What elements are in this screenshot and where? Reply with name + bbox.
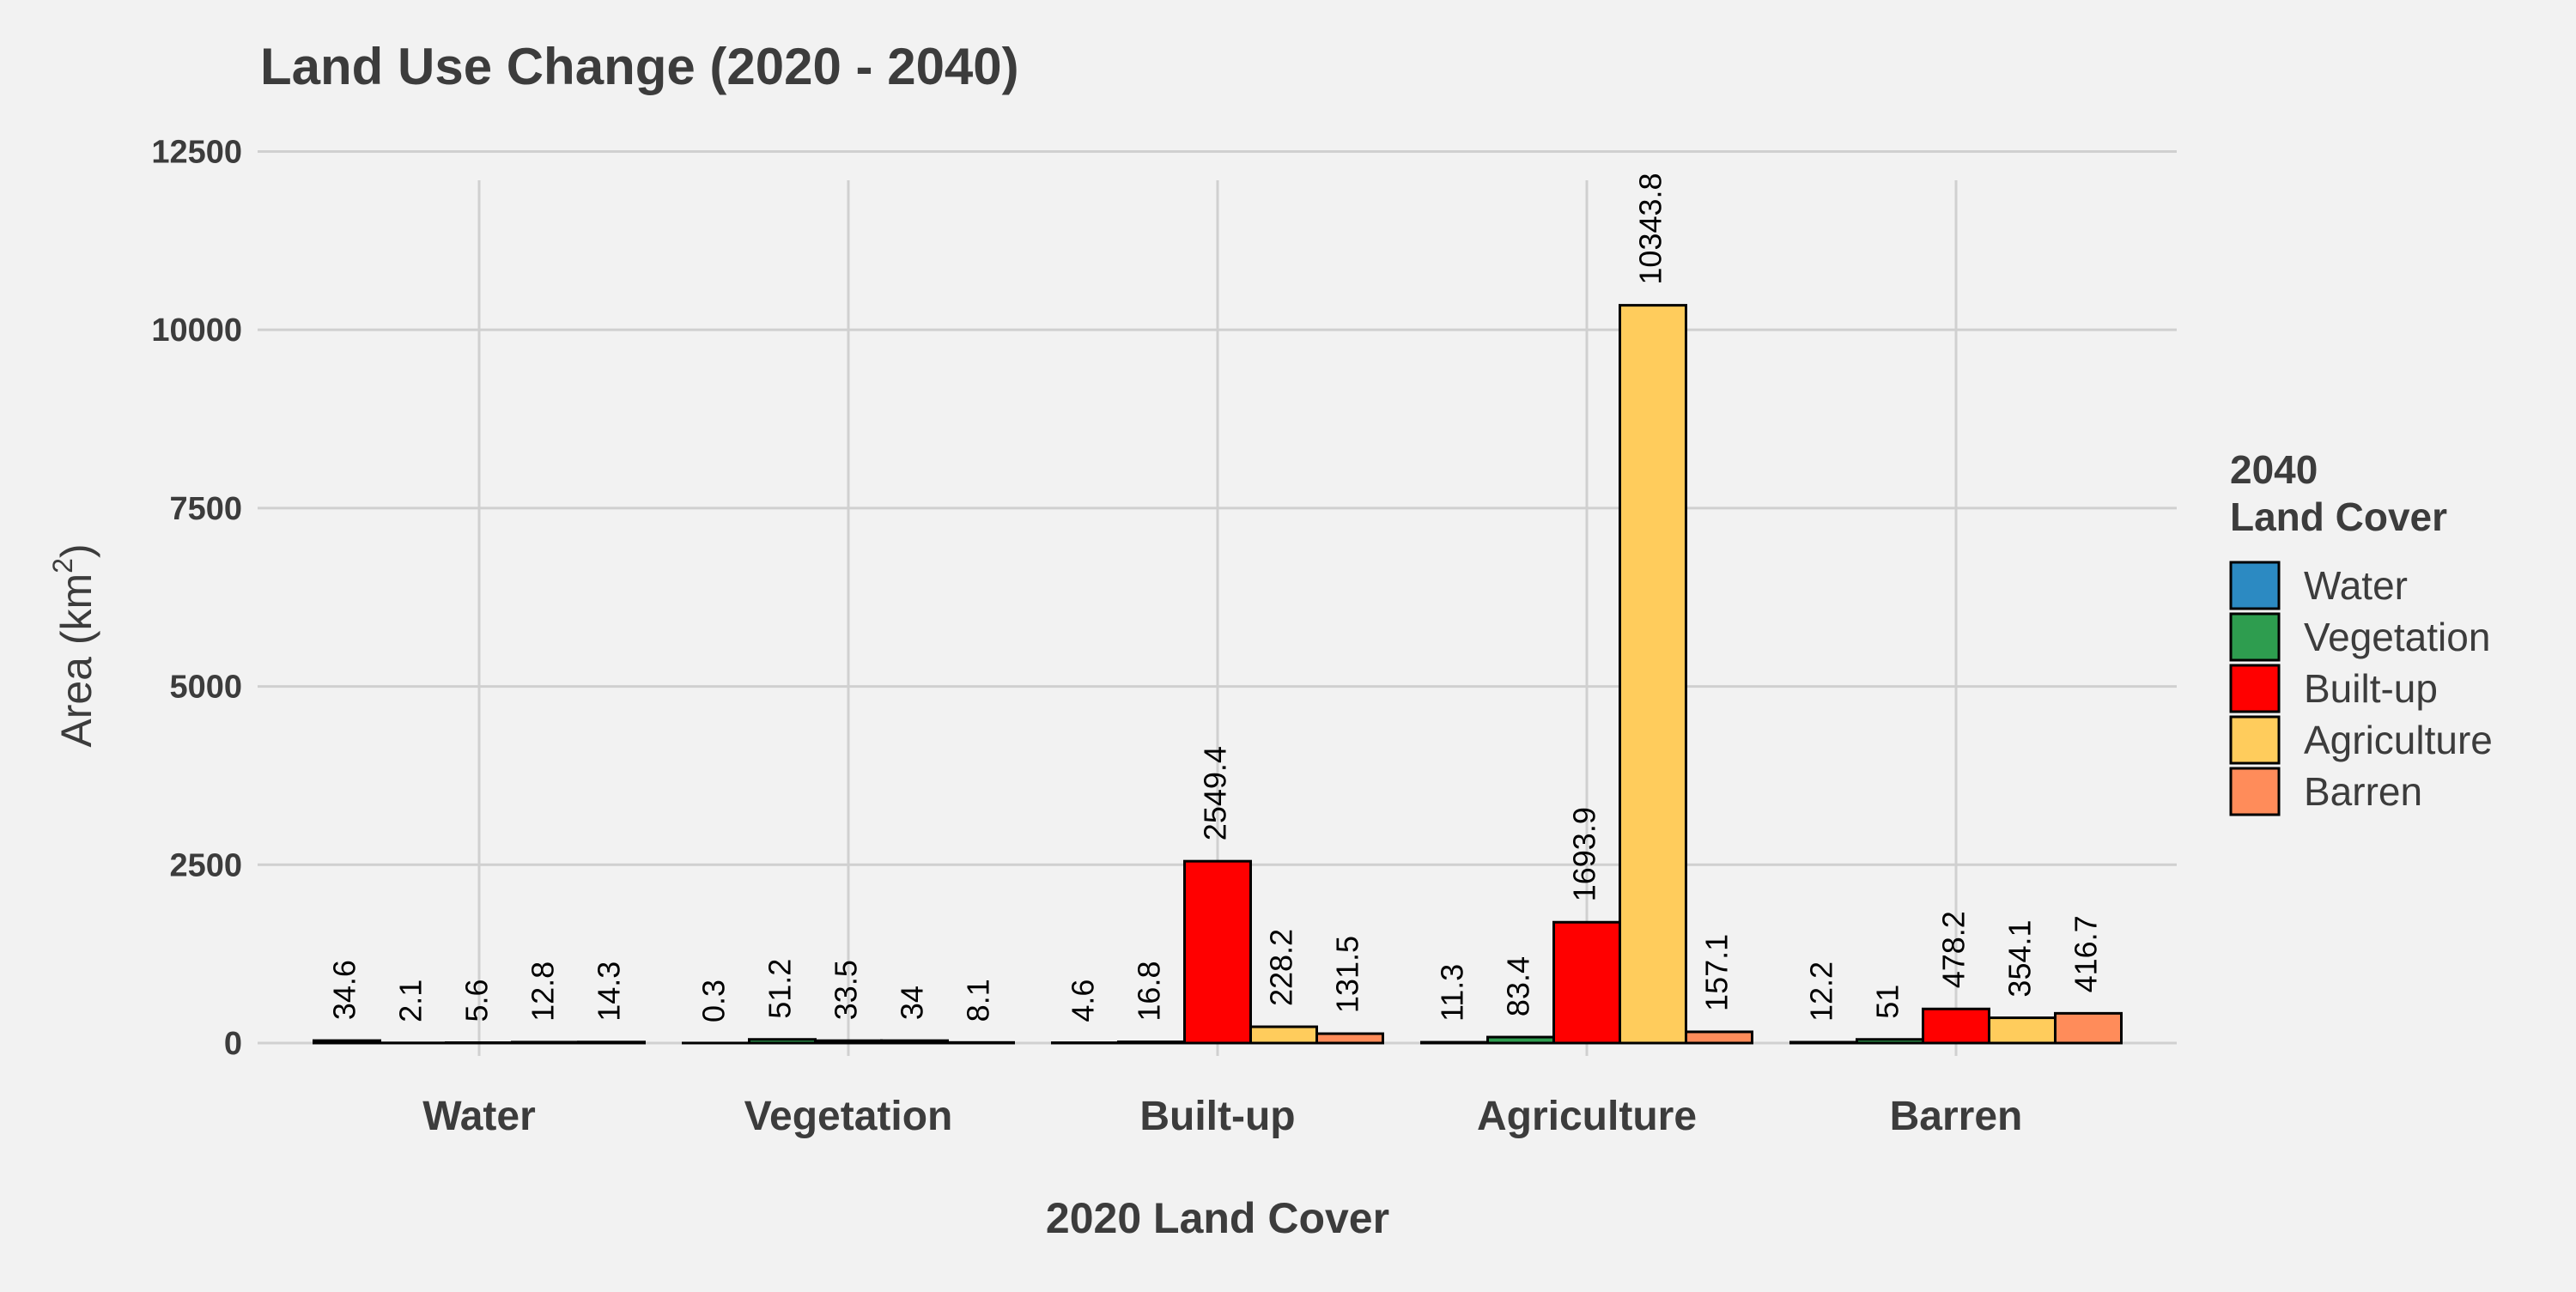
bar-agriculture-barren [1686, 1032, 1753, 1043]
legend-label-water: Water [2304, 563, 2408, 608]
legend-swatch-barren [2231, 768, 2279, 815]
x-category-agriculture: Agriculture [1477, 1094, 1697, 1139]
data-label-agriculture-built-up: 1693.9 [1567, 807, 1602, 901]
y-tick-label-12500: 12500 [151, 134, 242, 170]
bar-vegetation-vegetation [750, 1040, 816, 1043]
y-tick-label-2500: 2500 [169, 847, 242, 883]
bar-barren-built-up [1923, 1009, 1990, 1043]
chart-title: Land Use Change (2020 - 2040) [260, 38, 1019, 95]
legend: 2040 Land Cover Water Vegetation Built-up A… [2230, 447, 2493, 815]
bar-built-up-agriculture [1251, 1027, 1317, 1043]
legend-label-vegetation: Vegetation [2304, 615, 2490, 659]
bar-agriculture-water [1422, 1042, 1488, 1043]
legend-title-line1: 2040 [2230, 447, 2318, 492]
legend-swatch-vegetation [2231, 614, 2279, 660]
data-label-water-agriculture: 12.8 [526, 961, 561, 1022]
data-label-vegetation-vegetation: 51.2 [762, 959, 798, 1019]
data-label-built-up-built-up: 2549.4 [1198, 746, 1233, 840]
data-label-agriculture-agriculture: 10343.8 [1633, 173, 1668, 284]
bar-agriculture-vegetation [1488, 1037, 1554, 1043]
data-label-agriculture-vegetation: 83.4 [1501, 956, 1536, 1016]
bar-built-up-barren [1317, 1034, 1383, 1043]
y-tick-label-5000: 5000 [169, 670, 242, 706]
x-axis-categories: Water Vegetation Built-up Agriculture Barren [422, 1094, 2022, 1139]
bar-agriculture-built-up [1554, 922, 1620, 1043]
data-label-barren-built-up: 478.2 [1936, 911, 1971, 988]
legend-swatch-water [2231, 562, 2279, 609]
data-label-barren-vegetation: 51 [1870, 985, 1905, 1019]
data-label-vegetation-agriculture: 34 [895, 986, 930, 1020]
data-label-barren-barren: 416.7 [2069, 915, 2104, 992]
legend-swatch-agriculture [2231, 717, 2279, 763]
data-label-water-water: 34.6 [327, 960, 362, 1020]
data-label-built-up-agriculture: 228.2 [1264, 929, 1299, 1006]
y-tick-label-10000: 10000 [151, 312, 242, 349]
x-category-water: Water [422, 1094, 536, 1139]
legend-swatch-built-up [2231, 665, 2279, 712]
data-label-vegetation-barren: 8.1 [961, 979, 996, 1022]
y-tick-label-0: 0 [224, 1026, 242, 1062]
data-label-barren-water: 12.2 [1804, 961, 1839, 1022]
bar-vegetation-agriculture [882, 1040, 948, 1043]
data-label-barren-agriculture: 354.1 [2002, 919, 2038, 997]
data-label-built-up-vegetation: 16.8 [1132, 961, 1167, 1022]
y-axis-label-main: Area (km [52, 573, 100, 748]
data-label-agriculture-water: 11.3 [1435, 964, 1470, 1022]
data-label-built-up-water: 4.6 [1066, 980, 1101, 1022]
data-label-water-vegetation: 2.1 [393, 980, 428, 1022]
bar-water-agriculture [513, 1042, 579, 1043]
bar-barren-vegetation [1857, 1040, 1923, 1043]
y-axis-label-superscript: 2 [47, 558, 78, 573]
bar-built-up-built-up [1185, 861, 1251, 1043]
y-axis-ticks: 0 2500 5000 7500 10000 12500 [151, 134, 242, 1062]
data-label-vegetation-built-up: 33.5 [829, 960, 864, 1020]
data-label-water-barren: 14.3 [592, 961, 627, 1022]
bar-barren-barren [2056, 1013, 2122, 1043]
legend-label-barren: Barren [2304, 769, 2422, 814]
bar-barren-agriculture [1990, 1018, 2056, 1043]
y-axis-label-suffix: ) [52, 543, 100, 558]
data-label-water-built-up: 5.6 [459, 979, 495, 1022]
legend-label-agriculture: Agriculture [2304, 718, 2493, 762]
y-axis-label: Area (km2) [47, 543, 100, 747]
bar-built-up-vegetation [1119, 1042, 1185, 1043]
x-axis-label: 2020 Land Cover [1046, 1194, 1389, 1242]
bar-water-water [314, 1040, 380, 1043]
bar-water-barren [579, 1042, 645, 1043]
legend-label-built-up: Built-up [2304, 666, 2438, 711]
data-label-built-up-barren: 131.5 [1330, 936, 1365, 1013]
x-category-built-up: Built-up [1139, 1094, 1295, 1139]
bar-barren-water [1791, 1042, 1857, 1043]
x-category-vegetation: Vegetation [744, 1094, 953, 1139]
legend-items: Water Vegetation Built-up Agriculture Barren [2231, 562, 2493, 815]
x-category-barren: Barren [1890, 1094, 2023, 1139]
legend-title-line2: Land Cover [2230, 494, 2447, 539]
data-label-vegetation-water: 0.3 [696, 980, 732, 1022]
y-tick-label-7500: 7500 [169, 491, 242, 527]
data-label-agriculture-barren: 157.1 [1699, 934, 1735, 1011]
bar-vegetation-built-up [816, 1040, 882, 1043]
bar-agriculture-agriculture [1620, 306, 1686, 1043]
bar-vegetation-barren [948, 1042, 1014, 1043]
